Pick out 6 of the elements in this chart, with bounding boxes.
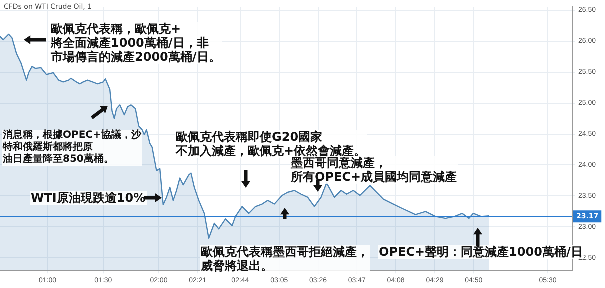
- annotation: 歐佩克代表稱墨西哥拒絕減產，威脅將退出。: [200, 245, 370, 273]
- annotation: WTI原油現跌逾10%: [30, 191, 147, 205]
- annotation: 墨西哥同意減產，所有OPEC+成員國均同意減產: [290, 156, 458, 184]
- annotation: 歐佩克代表稱，歐佩克+將全面減產1000萬桶/日，非市場傳言的減產2000萬桶/日。: [50, 22, 222, 64]
- annotation: 歐佩克代表稱即使G20國家不加入減產，歐佩克+依然會減產。: [175, 130, 368, 158]
- annotation: 消息稱，根據OPEC+協議，沙特和俄羅斯都將把原油日產量降至850萬桶。: [2, 130, 142, 166]
